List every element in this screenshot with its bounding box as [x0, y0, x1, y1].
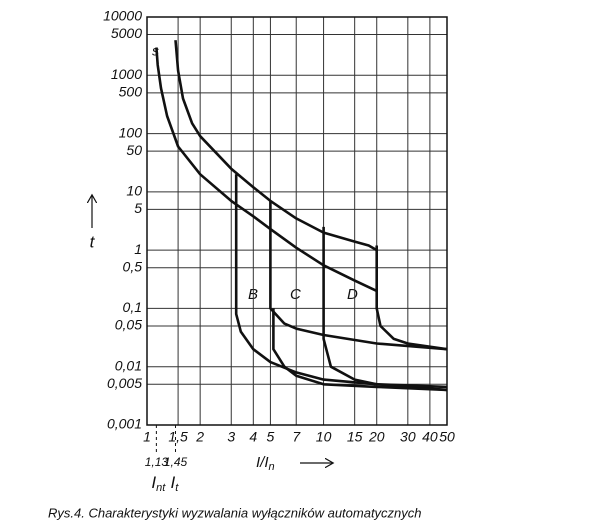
y-tick-label: 0,1: [123, 299, 142, 315]
label-subscript: n: [269, 461, 275, 473]
x-tick-label: 30: [400, 429, 416, 445]
curve: [375, 245, 448, 351]
y-tick-label: 5: [134, 200, 142, 216]
curve: [322, 226, 448, 389]
y-tick-label: 100: [119, 124, 143, 140]
x-tick-label: 1: [143, 429, 151, 445]
curve-label: C: [290, 286, 301, 303]
x-tick-label: 4: [249, 429, 257, 445]
y-axis-label: t: [90, 232, 96, 251]
curve: [272, 308, 448, 392]
x-tick-label: 50: [439, 429, 455, 445]
marker-symbol: Int: [151, 473, 166, 493]
caption: Rys.4. Charakterystyki wyzwalania wyłącz…: [48, 505, 422, 520]
x-tick-label: 7: [292, 429, 301, 445]
marker-label: 1,45: [164, 455, 188, 469]
curve-label: D: [347, 286, 358, 303]
y-tick-label: 0,01: [115, 357, 142, 373]
x-tick-label: 20: [368, 429, 385, 445]
marker-label: 1,13: [145, 455, 169, 469]
x-axis-label: I/In: [256, 454, 275, 473]
curve: [155, 47, 378, 293]
y-tick-label: 10000: [103, 8, 142, 24]
y-tick-label: 0,5: [123, 258, 143, 274]
plot-frame: [146, 16, 448, 426]
label-main: I: [170, 473, 175, 492]
y-tick-label: 1: [134, 241, 142, 257]
y-tick-label: 1000: [111, 66, 142, 82]
curve: [174, 40, 378, 252]
curve: [269, 200, 448, 351]
y-tick-label: 10: [126, 183, 142, 199]
x-tick-label: 1,5: [168, 429, 188, 445]
x-tick-label: 40: [422, 429, 438, 445]
y-tick-label: 0,005: [107, 375, 142, 391]
label-subscript: nt: [156, 482, 166, 494]
x-tick-label: 5: [267, 429, 275, 445]
y-tick-label: 5000: [111, 25, 142, 41]
x-tick-label: 10: [316, 429, 332, 445]
x-tick-label: 2: [195, 429, 204, 445]
y-tick-label: 500: [119, 84, 143, 100]
x-tick-label: 3: [227, 429, 235, 445]
label-subscript: t: [175, 482, 179, 494]
marker-symbol: It: [170, 473, 179, 493]
y-tick-label: 0,05: [115, 317, 142, 333]
x-tick-label: 15: [347, 429, 363, 445]
y-tick-label: 0,001: [107, 416, 142, 432]
y-tick-label: 50: [126, 142, 142, 158]
curve: [234, 174, 448, 392]
label-main: I/I: [256, 454, 269, 471]
label-main: I: [151, 473, 156, 492]
